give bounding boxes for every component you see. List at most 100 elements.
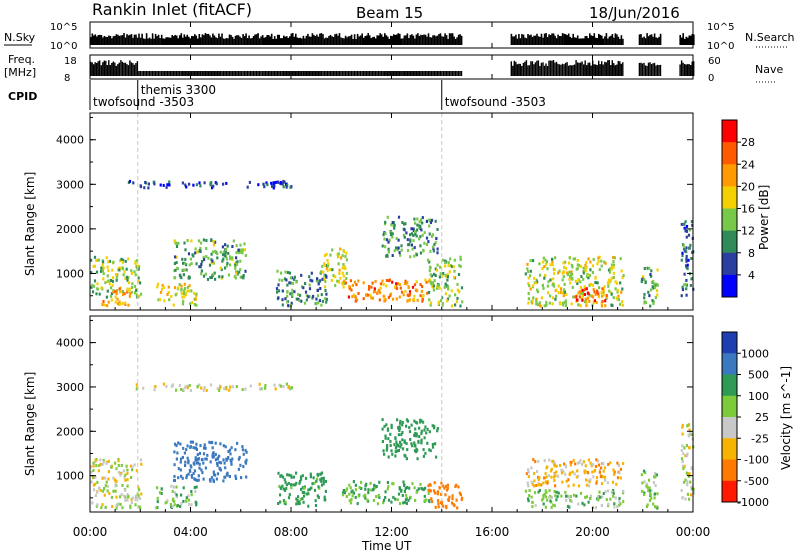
colorbar-swatch — [722, 208, 737, 232]
freq-bar — [611, 60, 613, 76]
echo-cell — [329, 268, 332, 271]
echo-cell — [344, 254, 347, 258]
echo-cell — [553, 268, 556, 272]
echo-cell — [681, 460, 684, 464]
nsky-bar — [124, 37, 127, 45]
nsky-bar — [406, 33, 409, 45]
echo-cell — [102, 266, 105, 270]
echo-cell — [421, 285, 424, 288]
echo-cell — [187, 275, 191, 279]
nsky-bar — [519, 38, 522, 45]
nsky-bar — [267, 35, 270, 45]
freq-bar — [349, 71, 351, 76]
echo-cell — [543, 276, 546, 280]
echo-cell — [614, 287, 617, 291]
echo-cell — [452, 265, 455, 269]
echo-cell — [104, 476, 107, 480]
freq-bar — [109, 64, 111, 76]
echo-cell — [641, 489, 644, 493]
nsky-bar — [216, 38, 219, 45]
echo-cell — [204, 457, 207, 461]
echo-cell — [274, 387, 277, 391]
echo-cell — [581, 501, 584, 505]
echo-cell — [290, 483, 293, 487]
freq-bar — [284, 71, 286, 76]
echo-cell — [289, 281, 292, 285]
echo-cell — [311, 482, 314, 486]
echo-cell — [90, 470, 93, 474]
echo-cell — [420, 432, 423, 435]
echo-cell — [179, 274, 182, 277]
freq-bar — [567, 65, 570, 76]
freq-bar — [252, 71, 255, 76]
echo-cell — [419, 283, 422, 287]
echo-cell — [587, 257, 590, 261]
echo-cell — [287, 385, 290, 389]
echo-cell — [655, 282, 658, 286]
echo-cell — [120, 493, 123, 497]
freq-bar — [316, 71, 318, 76]
echo-cell — [411, 444, 414, 448]
echo-cell — [416, 223, 419, 227]
echo-cell — [655, 289, 659, 293]
echo-cell — [198, 383, 201, 387]
echo-cell — [391, 235, 394, 239]
echo-cell — [107, 260, 110, 264]
freq-bar — [139, 71, 142, 76]
echo-cell — [689, 243, 692, 247]
echo-cell — [123, 292, 126, 296]
nsky-bar — [316, 34, 318, 45]
echo-cell — [654, 475, 657, 479]
echo-cell — [184, 268, 187, 272]
echo-cell — [322, 479, 325, 483]
echo-cell — [595, 476, 599, 479]
echo-cell — [684, 478, 687, 482]
nsky-bar — [281, 38, 284, 45]
nsky-bar — [459, 34, 461, 45]
echo-cell — [527, 499, 530, 503]
echo-cell — [412, 239, 415, 243]
echo-cell — [387, 295, 390, 299]
echo-cell — [578, 292, 581, 296]
echo-cell — [185, 185, 188, 189]
echo-cell — [622, 500, 625, 504]
echo-cell — [602, 291, 605, 295]
nsky-bar — [659, 33, 662, 45]
nsky-bar — [533, 35, 535, 45]
echo-cell — [342, 285, 345, 289]
echo-cell — [231, 258, 234, 261]
nsky-bar — [198, 34, 201, 45]
echo-cell — [397, 215, 401, 219]
freq-bar — [563, 64, 565, 76]
echo-cell — [115, 495, 118, 499]
echo-cell — [685, 471, 688, 475]
echo-cell — [652, 502, 655, 506]
echo-cell — [112, 476, 115, 480]
echo-cell — [398, 425, 401, 429]
freq-bar — [575, 60, 577, 76]
echo-cell — [96, 503, 99, 507]
colorbar-tick-label: 12 — [741, 225, 755, 238]
echo-cell — [640, 277, 644, 281]
freq-bar — [406, 71, 408, 76]
nsky-label: N.Sky — [4, 31, 36, 44]
echo-cell — [384, 245, 387, 249]
echo-cell — [607, 268, 611, 272]
echo-cell — [397, 449, 400, 452]
echo-cell — [276, 269, 279, 273]
echo-cell — [557, 474, 560, 478]
freq-bar — [652, 63, 654, 76]
echo-cell — [399, 419, 402, 423]
echo-cell — [652, 300, 655, 304]
freq-bar — [151, 71, 154, 76]
echo-cell — [621, 300, 624, 304]
nsky-bar — [191, 36, 193, 45]
echo-cell — [205, 255, 208, 258]
echo-cell — [194, 297, 197, 301]
echo-cell — [432, 288, 435, 292]
echo-cell — [533, 491, 537, 495]
echo-cell — [419, 420, 422, 424]
echo-cell — [440, 502, 443, 506]
echo-cell — [321, 299, 324, 303]
